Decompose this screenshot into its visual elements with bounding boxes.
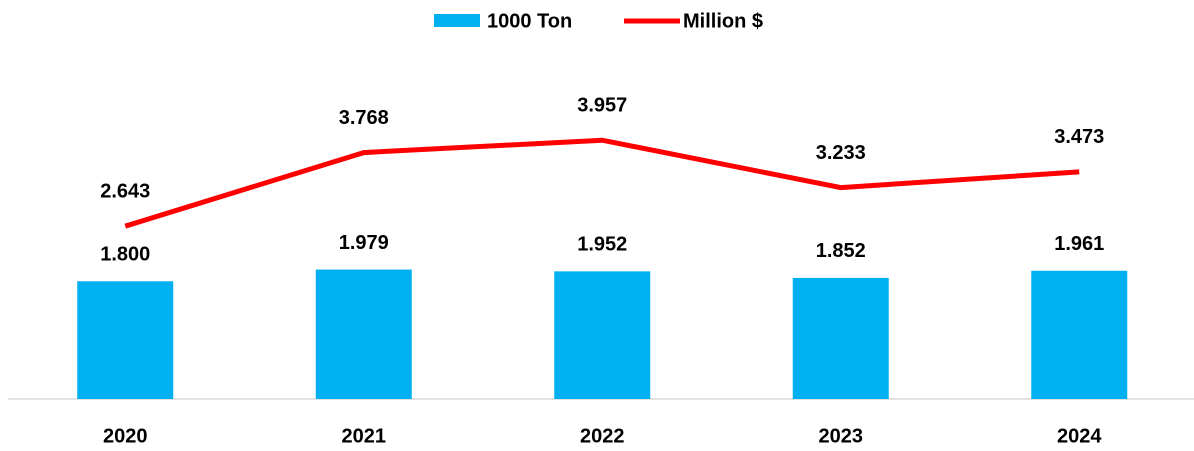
x-tick-label: 2024	[1057, 425, 1102, 447]
data-label: 2.643	[100, 180, 150, 202]
x-tick-label: 2020	[103, 425, 148, 447]
bar	[77, 281, 174, 399]
data-label: 3.957	[577, 94, 627, 116]
data-label: 1.979	[339, 232, 389, 254]
data-label: 3.768	[339, 107, 389, 129]
x-tick-label: 2022	[580, 425, 625, 447]
bar	[315, 269, 412, 399]
data-label: 1.952	[577, 234, 627, 256]
data-label: 1.961	[1054, 233, 1104, 255]
legend-label: 1000 Ton	[487, 10, 572, 32]
x-tick-label: 2021	[342, 425, 387, 447]
legend-swatch	[434, 14, 480, 27]
bar	[554, 271, 651, 399]
legend-label: Million $	[683, 10, 763, 32]
data-label: 1.800	[100, 244, 150, 266]
bar	[792, 277, 889, 399]
line-series	[124, 137, 1080, 229]
data-label: 3.473	[1054, 126, 1104, 148]
data-label: 3.233	[816, 142, 866, 164]
data-label: 1.852	[816, 240, 866, 262]
x-tick-label: 2023	[819, 425, 864, 447]
bar	[1031, 270, 1128, 399]
